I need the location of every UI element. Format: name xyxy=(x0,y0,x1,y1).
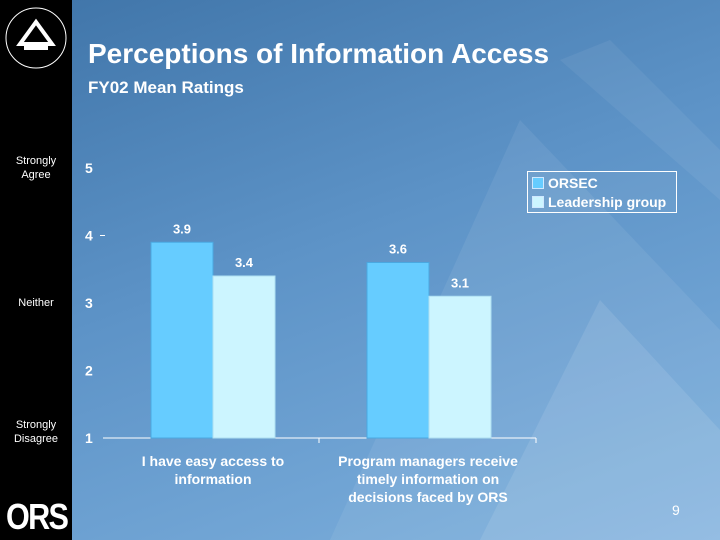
category-label-line: Program managers receive xyxy=(338,453,518,469)
side-label-strongly-disagree: Strongly Disagree xyxy=(13,419,59,445)
side-label-strongly-agree: Strongly Agree xyxy=(15,155,57,181)
chart-legend: ORSEC Leadership group xyxy=(527,171,677,213)
category-label-easy-access: I have easy access to information xyxy=(128,452,298,488)
legend-swatch-orsec xyxy=(532,177,544,189)
legend-item-leadership: Leadership group xyxy=(532,194,666,210)
y-tick-label: 1 xyxy=(85,430,93,446)
category-label-program-managers: Program managers receive timely informati… xyxy=(318,452,538,506)
y-tick-label: 4 xyxy=(85,228,93,244)
data-label-leadership-0: 3.4 xyxy=(235,255,254,270)
category-label-line: I have easy access to xyxy=(141,453,285,469)
y-tick-label: 5 xyxy=(85,160,93,176)
data-label-orsec-1: 3.6 xyxy=(389,242,407,257)
legend-label-orsec: ORSEC xyxy=(548,175,598,191)
data-label-leadership-1: 3.1 xyxy=(451,275,469,290)
legend-label-leadership: Leadership group xyxy=(548,194,667,210)
page-subtitle: FY02 Mean Ratings xyxy=(88,78,244,97)
category-label-line: decisions faced by ORS xyxy=(348,489,508,505)
legend-swatch-leadership xyxy=(532,196,544,208)
legend-item-orsec: ORSEC xyxy=(532,175,598,191)
ors-logo: ORS xyxy=(6,496,69,537)
nih-logo-icon xyxy=(5,7,67,69)
bar-orsec-1 xyxy=(366,262,430,439)
data-label-orsec-0: 3.9 xyxy=(173,221,191,236)
category-label-line: timely information on xyxy=(356,471,500,487)
category-label-line: information xyxy=(174,471,252,487)
y-tick-label: 3 xyxy=(85,295,93,311)
bar-leadership-1 xyxy=(428,295,492,439)
bar-orsec-0 xyxy=(150,241,214,439)
bar-leadership-0 xyxy=(212,275,276,439)
sidebar: Strongly Agree Neither Strongly Disagree… xyxy=(0,0,72,540)
side-label-neither: Neither xyxy=(18,297,54,309)
page-title: Perceptions of Information Access xyxy=(88,38,550,69)
y-tick-label: 2 xyxy=(85,363,93,379)
page-number: 9 xyxy=(672,502,680,518)
